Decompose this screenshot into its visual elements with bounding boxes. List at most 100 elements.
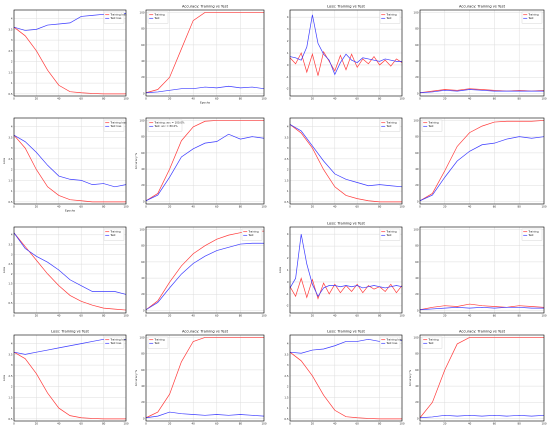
x-tick-label: 40 (333, 422, 337, 426)
x-tick-label: 100 (400, 314, 405, 318)
x-tick-label: 40 (57, 422, 61, 426)
series-line-test (289, 124, 403, 188)
y-tick-label: 3.5 (8, 135, 12, 139)
series-line-test (13, 232, 127, 295)
y-tick-label: 2 (287, 168, 289, 172)
legend-box (379, 119, 401, 132)
plot-frame (289, 226, 403, 314)
series-line-test (145, 242, 264, 311)
legend-label: Test loss (386, 341, 398, 345)
x-tick-label: 80 (518, 422, 522, 426)
x-tick-label: 20 (168, 205, 172, 209)
x-tick-label: 40 (57, 205, 61, 209)
y-tick-label: 2 (11, 385, 13, 389)
y-tick-label: 20 (141, 75, 145, 79)
y-tick-label: 1.5 (8, 178, 12, 182)
y-tick-label: 20 (415, 183, 419, 187)
legend-label: Training loss (110, 338, 127, 342)
series-line-training (145, 230, 265, 311)
chart-title: Accuracy: Training vs Test (182, 5, 229, 9)
y-tick-label: 3 (11, 363, 13, 367)
y-tick-label: 2.5 (8, 49, 12, 53)
series-line-test (419, 306, 544, 311)
y-tick-label: 3.5 (8, 27, 12, 31)
x-tick-label: 40 (333, 205, 337, 209)
x-tick-label: 60 (215, 97, 219, 101)
series-line-training (13, 26, 126, 95)
y-tick-label: 20 (415, 75, 419, 79)
y-tick-label: 0.5 (284, 417, 288, 421)
x-tick-label: 60 (356, 422, 360, 426)
x-tick-label: 0 (289, 97, 291, 101)
chart-title: Accuracy: Training vs Test (182, 330, 229, 334)
x-tick-label: 20 (443, 314, 447, 318)
x-tick-label: 20 (443, 205, 447, 209)
x-tick-label: 80 (102, 422, 106, 426)
y-tick-label: 0 (287, 63, 289, 67)
x-tick-label: 40 (57, 314, 61, 318)
plot-frame (13, 334, 127, 422)
x-tick-label: 80 (102, 97, 106, 101)
y-tick-label: 40 (141, 384, 145, 388)
y-tick-label: 2.5 (284, 374, 288, 378)
y-tick-label: 1.5 (8, 282, 12, 286)
y-tick-label: 60 (415, 260, 419, 264)
y-tick-label: 20 (141, 400, 145, 404)
x-tick-label: 0 (289, 205, 291, 209)
x-tick-label: 40 (57, 97, 61, 101)
chart-panel-6: 0 20 40 60 80 100 0 20 40 60 80 100 Accuracy % Traini… (134, 117, 267, 209)
chart-title: Loss: Training vs Test (327, 222, 365, 226)
y-tick-label: 0.5 (284, 200, 288, 204)
y-tick-label: 100 (140, 118, 145, 122)
series-line-training (145, 120, 264, 202)
chart-panel-13: Loss: Training vs Test 0 20 40 60 80 100 0.5 1 1.… (2, 330, 129, 426)
chart-title: Accuracy: Training vs Test (459, 5, 506, 9)
x-tick-label: 40 (192, 422, 196, 426)
x-tick-label: 60 (80, 97, 84, 101)
legend-label: Training (528, 230, 539, 234)
y-tick-label: 2 (11, 168, 13, 172)
y-tick-label: 0.5 (8, 301, 12, 305)
legend-label: Test (154, 341, 159, 345)
plot-frame (419, 117, 545, 205)
y-tick-label: 1 (11, 189, 13, 193)
y-tick-label: 3.5 (8, 242, 12, 246)
legend-label: Test (154, 16, 159, 20)
y-tick-label: 3 (11, 252, 13, 256)
x-tick-label: 40 (192, 314, 196, 318)
y-tick-label: 0 (287, 280, 289, 284)
legend-label: Test (110, 233, 115, 237)
legend-label: Training (386, 121, 397, 125)
y-tick-label: 2.5 (8, 374, 12, 378)
y-tick-label: 0 (143, 416, 145, 420)
x-tick-label: 0 (419, 205, 421, 209)
legend-box (379, 336, 401, 349)
y-tick-label: 2.5 (284, 157, 288, 161)
x-tick-label: 100 (262, 314, 267, 318)
x-tick-label: 60 (356, 314, 360, 318)
y-tick-label: 0.5 (8, 92, 12, 96)
x-tick-label: 20 (35, 422, 39, 426)
y-tick-label: 60 (141, 260, 145, 264)
legend-box (421, 119, 443, 132)
x-tick-label: 80 (239, 314, 243, 318)
x-tick-label: 100 (124, 205, 129, 209)
x-tick-label: 100 (400, 205, 405, 209)
x-tick-label: 60 (493, 97, 497, 101)
chart-panel-1: 0 20 40 60 80 100 0.5 1 1.5 2 2.5 3 3.5 4 Training los… (8, 9, 129, 101)
x-tick-label: 0 (289, 422, 291, 426)
y-tick-label: 60 (415, 368, 419, 372)
chart-panel-3: Loss: Training vs Test 0 20 40 60 80 100 -2 -1 0 1… (286, 5, 405, 101)
y-tick-label: 0 (417, 91, 419, 95)
plot-frame (419, 9, 545, 97)
y-tick-label: 100 (414, 118, 419, 122)
x-tick-label: 20 (168, 97, 172, 101)
y-tick-label: 1.5 (8, 395, 12, 399)
x-tick-label: 40 (468, 422, 472, 426)
y-tick-label: 80 (141, 27, 145, 31)
